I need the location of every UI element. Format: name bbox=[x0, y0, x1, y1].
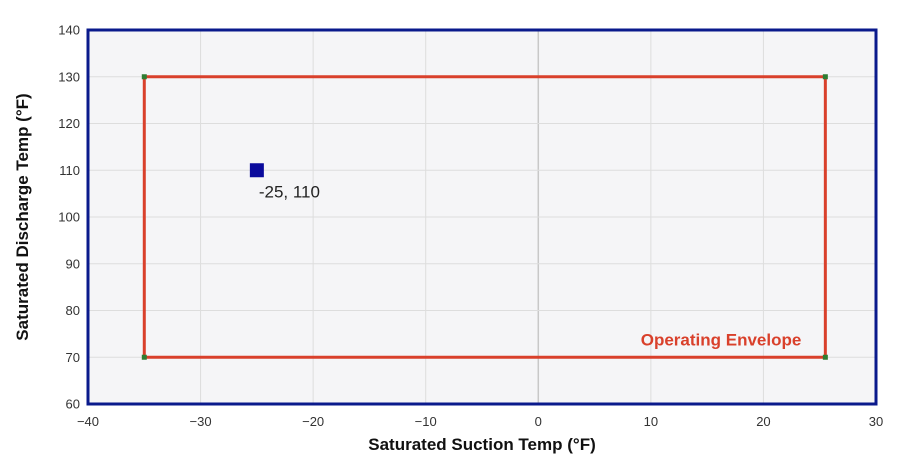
y-axis-title: Saturated Discharge Temp (°F) bbox=[13, 93, 32, 340]
x-tick-label: 20 bbox=[756, 414, 770, 429]
y-tick-label: 120 bbox=[58, 116, 80, 131]
x-tick-label: 10 bbox=[644, 414, 658, 429]
x-tick-label: 0 bbox=[535, 414, 542, 429]
y-tick-label: 80 bbox=[66, 303, 80, 318]
x-axis-title: Saturated Suction Temp (°F) bbox=[368, 435, 596, 454]
y-tick-label: 140 bbox=[58, 23, 80, 38]
envelope-vertex bbox=[822, 74, 828, 80]
x-tick-label: −20 bbox=[302, 414, 324, 429]
data-points: -25, 110 bbox=[249, 163, 320, 201]
plot-border bbox=[86, 28, 878, 406]
operating-envelope bbox=[141, 74, 828, 360]
x-tick-label: −30 bbox=[190, 414, 212, 429]
envelope-label: Operating Envelope bbox=[641, 330, 802, 349]
envelope-vertex bbox=[141, 74, 147, 80]
y-tick-label: 130 bbox=[58, 69, 80, 84]
operating-point-marker bbox=[249, 163, 264, 178]
x-axis-ticks: −40 −30 −20 −10 0 10 20 30 bbox=[77, 414, 883, 429]
y-tick-label: 100 bbox=[58, 210, 80, 225]
envelope-vertex bbox=[822, 354, 828, 360]
y-axis-ticks: 60 70 80 90 100 110 120 130 140 bbox=[58, 23, 80, 412]
y-tick-label: 110 bbox=[59, 163, 80, 178]
operating-point-label: -25, 110 bbox=[259, 182, 320, 201]
envelope-vertex bbox=[141, 354, 147, 360]
x-tick-label: −10 bbox=[415, 414, 437, 429]
x-tick-label: 30 bbox=[869, 414, 883, 429]
y-tick-label: 70 bbox=[66, 350, 80, 365]
x-tick-label: −40 bbox=[77, 414, 99, 429]
y-tick-label: 60 bbox=[66, 397, 80, 412]
y-tick-label: 90 bbox=[66, 256, 80, 271]
